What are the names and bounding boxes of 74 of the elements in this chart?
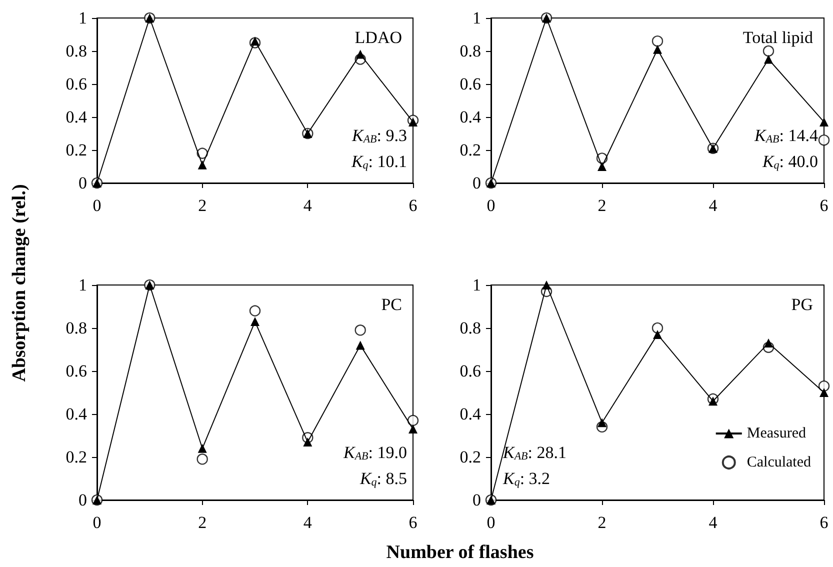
point (598, 162, 606, 171)
y-tick-label: 0.2 (66, 140, 87, 160)
y-tick-label: 0.4 (66, 404, 88, 424)
y-tick-label: 0.6 (66, 74, 87, 94)
y-tick-label: 1 (472, 276, 481, 294)
y-tick-label: 0.2 (460, 448, 481, 466)
y-tick-label: 1 (78, 276, 87, 294)
x-tick-label: 4 (708, 513, 718, 532)
y-tick-label: 0.8 (66, 318, 87, 338)
point (542, 280, 551, 290)
point (598, 418, 606, 428)
x-tick-label: 6 (408, 196, 418, 215)
point (354, 324, 366, 336)
text: PG (791, 295, 814, 314)
y-tick-label: 0.6 (460, 362, 481, 380)
y-tick-label: 1 (78, 8, 87, 28)
y-tick-label: 0.8 (66, 42, 87, 60)
x-axis-title: Number of flashes (386, 542, 534, 564)
x-tick-label: 6 (820, 513, 828, 532)
point (249, 305, 261, 316)
point (708, 396, 718, 406)
x-tick-label: 2 (198, 513, 207, 532)
y-tick-label: 0 (472, 490, 481, 510)
point (408, 117, 418, 126)
y-tick-label: 0.4 (460, 108, 482, 126)
x-tick-label: 0 (92, 513, 102, 532)
point (818, 134, 830, 146)
point (356, 50, 365, 59)
point (408, 424, 418, 434)
text: PC (381, 295, 402, 314)
point (250, 317, 260, 326)
x-tick-label: 2 (598, 513, 606, 532)
x-tick-label: 2 (198, 196, 207, 215)
y-tick-label: 0.6 (460, 74, 481, 94)
point (652, 322, 664, 334)
point (407, 414, 419, 426)
point (198, 160, 207, 170)
x-tick-label: 2 (598, 196, 606, 215)
legend-label: Calculated (746, 454, 812, 470)
point (762, 45, 774, 57)
y-tick-label: 0.2 (460, 140, 481, 160)
text: Total lipid (742, 28, 814, 47)
point (356, 340, 365, 350)
point (653, 330, 662, 339)
point (820, 388, 828, 397)
legend-label: Measured (746, 426, 807, 442)
y-tick-label: 0 (472, 174, 481, 192)
point (764, 54, 773, 64)
point (652, 36, 664, 47)
point (196, 454, 208, 465)
point (653, 44, 662, 54)
x-tick-label: 6 (820, 196, 828, 215)
x-tick-label: 4 (303, 513, 312, 532)
x-tick-label: 4 (708, 196, 718, 215)
y-tick-label: 0 (78, 174, 87, 192)
point (198, 444, 207, 453)
text: LDAO (354, 28, 402, 47)
y-tick-label: 0.8 (460, 318, 481, 338)
point (250, 36, 260, 46)
y-axis-title: Absorption change (rel.) (9, 184, 31, 382)
point (303, 437, 312, 446)
y-tick-label: 0.4 (460, 404, 482, 424)
x-tick-label: 0 (92, 196, 102, 215)
y-tick-label: 0.8 (460, 42, 481, 60)
x-tick-label: 0 (486, 196, 496, 215)
y-tick-label: 0 (78, 490, 87, 510)
y-tick-label: 0.4 (66, 108, 88, 126)
x-tick-label: 6 (408, 513, 418, 532)
y-tick-label: 0.6 (66, 362, 87, 380)
x-tick-label: 0 (486, 513, 496, 532)
y-tick-label: 0.2 (66, 448, 87, 466)
point (764, 338, 773, 348)
x-tick-label: 4 (303, 196, 312, 215)
y-tick-label: 1 (472, 8, 481, 28)
